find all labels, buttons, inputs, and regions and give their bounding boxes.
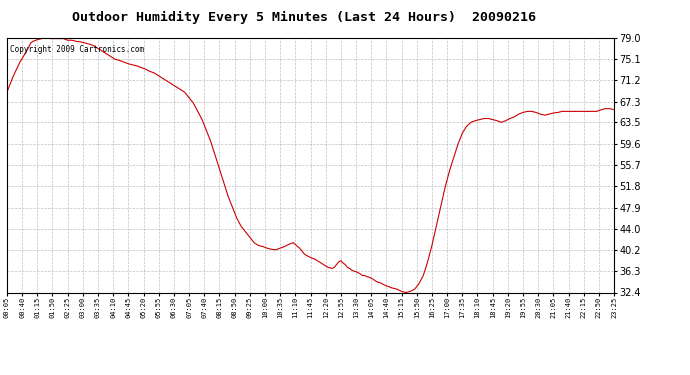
Text: Outdoor Humidity Every 5 Minutes (Last 24 Hours)  20090216: Outdoor Humidity Every 5 Minutes (Last 2… [72,11,535,24]
Text: Copyright 2009 Cartronics.com: Copyright 2009 Cartronics.com [10,45,144,54]
